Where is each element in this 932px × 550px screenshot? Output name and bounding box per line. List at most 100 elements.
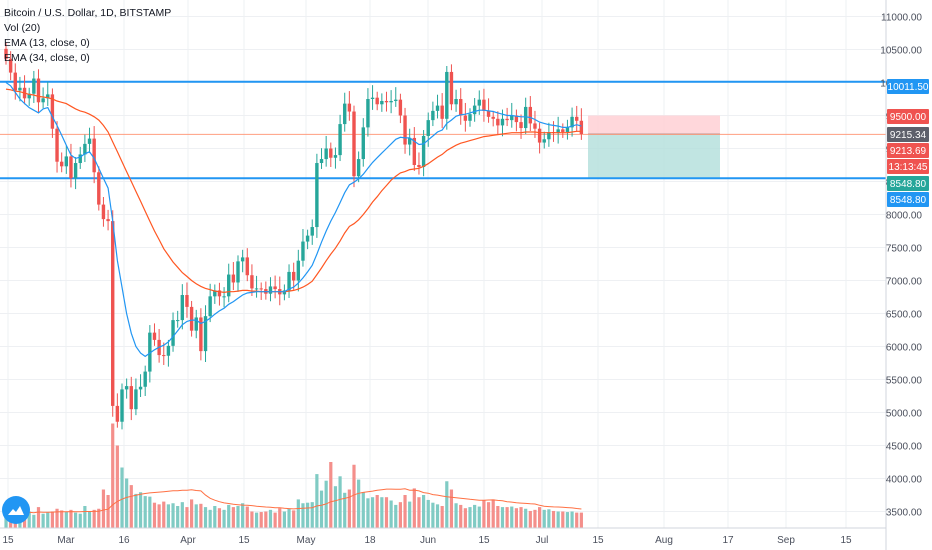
y-tick-label: 6000.00: [886, 343, 923, 354]
candle-body: [208, 296, 212, 317]
candle-body: [73, 163, 78, 179]
grid-lines: [0, 0, 886, 528]
y-tick-label: 3500.00: [886, 508, 923, 519]
candle-body: [547, 132, 551, 140]
volume-bar: [115, 445, 119, 528]
candle-body: [148, 332, 152, 372]
price-label-last: 9213.69: [890, 146, 927, 157]
volume-bar: [162, 501, 166, 528]
candle-body: [111, 221, 115, 406]
candle-body: [92, 138, 96, 173]
price-label-countdown: 13:13:45: [889, 162, 928, 173]
candle-body: [129, 386, 133, 410]
candle-body: [134, 389, 138, 410]
volume-bar: [468, 507, 472, 528]
candle-body: [8, 58, 13, 73]
candle-body: [305, 235, 310, 242]
volume-bar: [199, 503, 203, 528]
y-tick-label: 7000.00: [886, 277, 923, 288]
volume-bar: [579, 512, 583, 528]
volume-bar: [412, 488, 416, 528]
volume-bar: [176, 506, 180, 528]
ema34-line: [5, 88, 582, 294]
volume-bar: [194, 504, 198, 528]
candle-body: [213, 290, 217, 297]
candle-body: [199, 317, 203, 352]
candle-body: [445, 71, 449, 119]
candle-body: [407, 137, 412, 145]
candle-body: [482, 99, 486, 111]
volume-bar: [32, 514, 36, 528]
x-tick-label: 15: [478, 535, 490, 546]
time-axis: 15 Mar 16 Apr 15 May 18 Jun 15 Jul 15 Aug 17 Sep 15: [2, 535, 852, 546]
volume-bar: [55, 508, 59, 528]
candle-body: [203, 316, 208, 352]
volume-bar: [570, 511, 574, 528]
y-tick-label: 4500.00: [886, 442, 923, 453]
candle-body: [361, 127, 365, 160]
volume-bar: [87, 511, 92, 528]
candle-body: [301, 241, 305, 261]
volume-bar: [384, 497, 389, 528]
x-tick-label: 15: [238, 535, 250, 546]
volume-bar: [398, 502, 402, 528]
candle-body: [254, 288, 259, 290]
volume-bar: [92, 509, 96, 528]
x-tick-label: 15: [840, 535, 852, 546]
candle-body: [83, 143, 87, 155]
y-tick-label: 10500.00: [880, 46, 922, 57]
chart-legend: Bitcoin / U.S. Dollar, 1D, BITSTAMP Vol …: [4, 6, 171, 66]
candle-body: [152, 332, 157, 340]
volume-bar: [533, 509, 537, 528]
candle-body: [472, 105, 477, 115]
candle-body: [115, 405, 120, 422]
x-tick-label: Sep: [777, 535, 795, 546]
volume-bar: [514, 508, 518, 528]
candle-body: [505, 118, 509, 121]
candle-body: [162, 355, 166, 357]
y-tick-label: 4000.00: [886, 475, 923, 486]
volume-bar: [185, 507, 189, 528]
candle-body: [347, 103, 352, 112]
candle-body: [18, 87, 22, 91]
y-tick-label: 5500.00: [886, 376, 923, 387]
candle-body: [106, 219, 110, 222]
candle-body: [227, 274, 231, 297]
candle-body: [273, 286, 277, 290]
candle-body: [426, 120, 430, 136]
candle-body: [366, 99, 370, 128]
volume-bar: [236, 506, 240, 528]
volume-indicator-label[interactable]: Vol (20): [4, 22, 41, 34]
candle-body: [36, 78, 41, 103]
volume-bar: [454, 503, 458, 528]
candle-body: [124, 386, 129, 390]
candle-body: [412, 137, 417, 165]
x-tick-label: Apr: [180, 535, 196, 546]
candle-body: [496, 118, 500, 126]
volume-bar: [449, 489, 454, 528]
volume-bar: [431, 502, 435, 528]
price-label-line: 10011.50: [888, 82, 929, 93]
volume-bar: [78, 513, 82, 528]
volume-bar: [60, 510, 64, 528]
tradingview-logo-icon[interactable]: [2, 496, 30, 524]
volume-bar: [394, 504, 398, 528]
x-tick-label: Aug: [655, 535, 673, 546]
candle-body: [523, 106, 528, 129]
volume-bar: [482, 500, 486, 528]
volume-bar: [319, 490, 324, 528]
volume-bar: [106, 495, 110, 528]
price-label-bg: [887, 79, 929, 94]
ema34-indicator-label[interactable]: EMA (34, close, 0): [4, 52, 90, 64]
symbol-title[interactable]: Bitcoin / U.S. Dollar, 1D, BITSTAMP: [4, 7, 172, 19]
volume-bar: [306, 502, 310, 528]
candle-body: [463, 115, 468, 121]
y-tick-label: 8000.00: [886, 211, 923, 222]
take-profit-zone: [588, 134, 720, 179]
candles: [4, 42, 584, 430]
volume-bar: [190, 499, 194, 528]
ema13-indicator-label[interactable]: EMA (13, close, 0): [4, 37, 90, 49]
x-tick-label: Jun: [420, 535, 436, 546]
volume-bar: [282, 511, 286, 528]
